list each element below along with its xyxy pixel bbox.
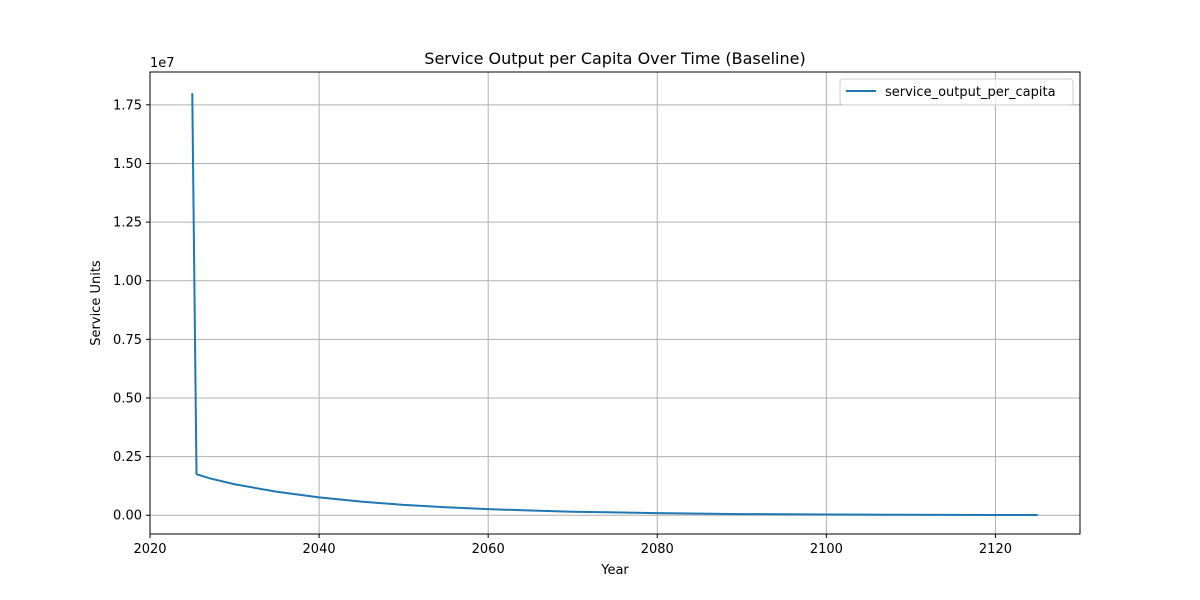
y-tick-label: 1.25: [113, 216, 142, 231]
y-tick-label: 1.50: [113, 157, 142, 172]
y-tick-label: 1.00: [113, 274, 142, 289]
legend-box: [839, 78, 1074, 106]
y-tick-label: 0.75: [113, 333, 142, 348]
axes: 2020 2040 2060 2080 2100 2120 0.00 0.25 0.50 0.75…: [113, 98, 1012, 557]
y-tick-label: 0.00: [113, 509, 142, 524]
x-tick-label: 2080: [641, 542, 674, 557]
y-tick-label: 1.75: [113, 98, 142, 113]
series-layer: [191, 93, 1038, 516]
legend-label: service_output_per_capita: [885, 85, 1056, 100]
plot-frame: [149, 71, 1081, 535]
x-tick-label: 2100: [810, 542, 843, 557]
x-tick-label: 2020: [133, 542, 166, 557]
legend: service_output_per_capita: [839, 78, 1074, 106]
x-tick-label: 2060: [472, 542, 505, 557]
y-tick-label: 0.50: [113, 391, 142, 406]
y-tick-label: 0.25: [113, 450, 142, 465]
x-tick-label: 2040: [303, 542, 336, 557]
chart-title: Service Output per Capita Over Time (Bas…: [424, 49, 805, 68]
x-axis-label: Year: [600, 563, 629, 578]
series-line: [191, 93, 1038, 516]
y-axis-label: Service Units: [89, 260, 104, 346]
y-offset-label: 1e7: [150, 56, 175, 71]
x-tick-label: 2120: [979, 542, 1012, 557]
